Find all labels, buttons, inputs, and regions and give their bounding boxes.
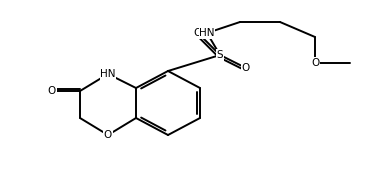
Text: O: O	[104, 130, 112, 140]
Text: O: O	[48, 86, 56, 96]
Text: HN: HN	[199, 28, 215, 38]
Text: O: O	[242, 63, 250, 73]
Text: O: O	[194, 28, 202, 38]
Text: HN: HN	[100, 69, 116, 79]
Text: O: O	[311, 58, 319, 68]
Text: S: S	[217, 50, 223, 60]
